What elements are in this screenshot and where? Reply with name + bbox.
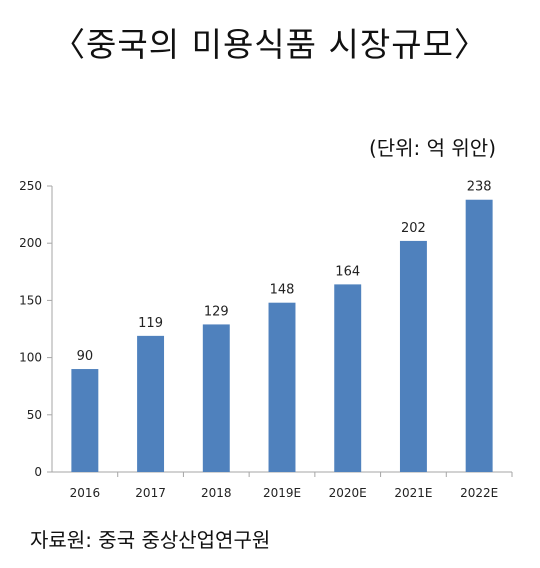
x-tick-label: 2017 bbox=[135, 486, 166, 500]
bar bbox=[137, 335, 165, 472]
y-tick-label: 200 bbox=[19, 236, 42, 250]
bar bbox=[202, 324, 230, 472]
data-label: 148 bbox=[270, 283, 295, 298]
data-label: 119 bbox=[138, 316, 163, 331]
y-tick-label: 100 bbox=[19, 351, 42, 365]
bar bbox=[465, 199, 493, 472]
bar bbox=[334, 284, 362, 472]
bar bbox=[268, 302, 296, 472]
x-tick-label: 2020E bbox=[329, 486, 367, 500]
y-tick-label: 50 bbox=[27, 408, 42, 422]
x-tick-label: 2022E bbox=[460, 486, 498, 500]
source-note: 자료원: 중국 중상산업연구원 bbox=[30, 528, 271, 552]
bar bbox=[399, 240, 427, 472]
unit-label: (단위: 억 위안) bbox=[368, 136, 496, 160]
chart-title: 〈중국의 미용식품 시장규모〉 bbox=[52, 25, 488, 64]
data-label: 90 bbox=[77, 349, 94, 364]
data-label: 238 bbox=[467, 180, 492, 195]
x-tick-label: 2021E bbox=[394, 486, 432, 500]
data-label: 164 bbox=[335, 264, 360, 279]
bar-chart: 0 50 100 150 200 250 90 2016 119 2017 129 2018 148 20… bbox=[19, 179, 513, 500]
x-tick-label: 2018 bbox=[201, 486, 232, 500]
data-label: 202 bbox=[401, 221, 426, 236]
x-tick-label: 2016 bbox=[70, 486, 101, 500]
y-tick-label: 0 bbox=[34, 465, 42, 479]
y-tick-label: 150 bbox=[19, 293, 42, 307]
bar bbox=[71, 369, 99, 472]
y-tick-label: 250 bbox=[19, 179, 42, 193]
data-label: 129 bbox=[204, 304, 229, 319]
x-tick-label: 2019E bbox=[263, 486, 301, 500]
